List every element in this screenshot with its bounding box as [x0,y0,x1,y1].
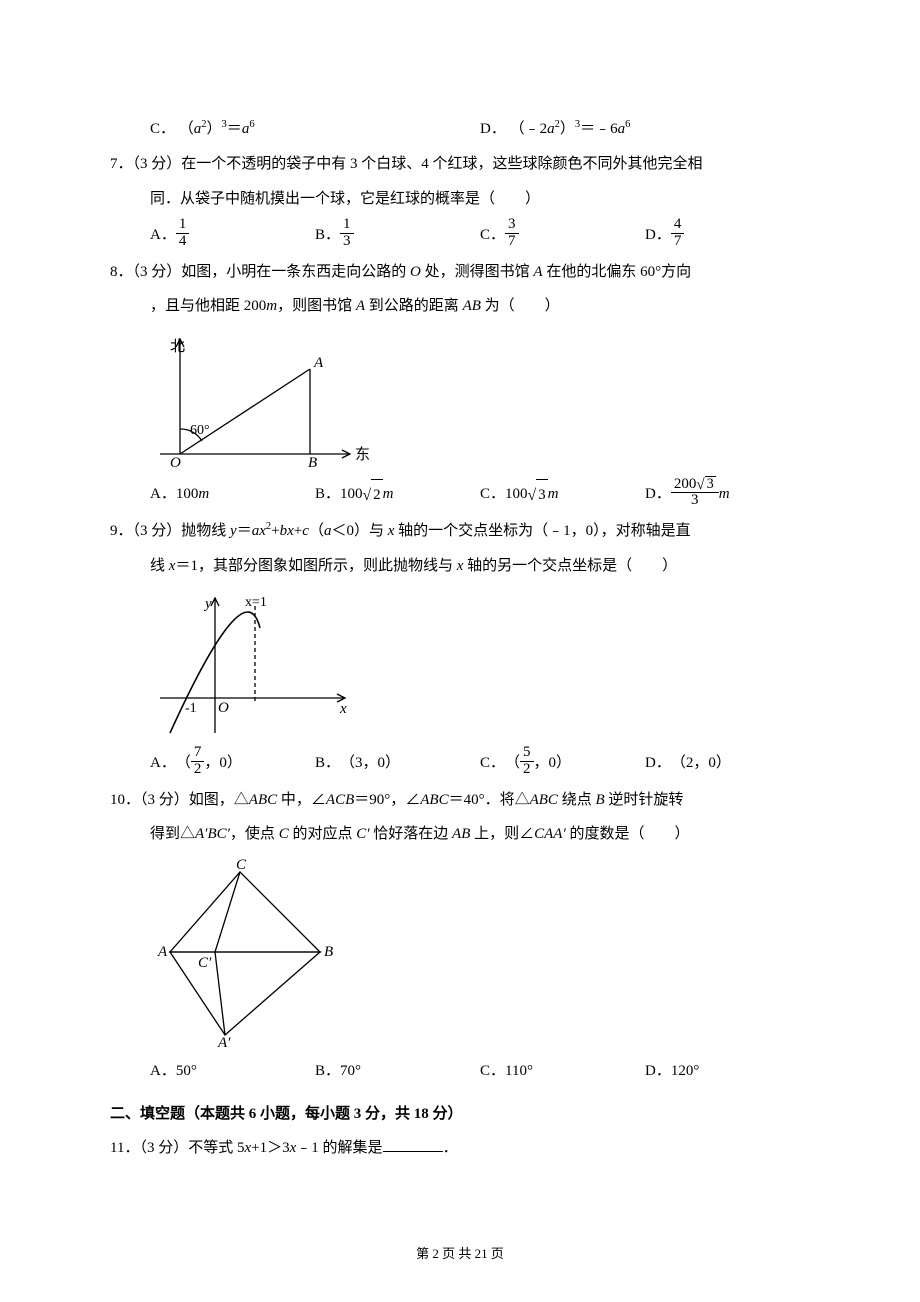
q8-fig-O: O [170,455,181,469]
q8-fig-angle: 60° [190,423,210,438]
svg-text:C′: C′ [198,955,212,971]
q7-opt-a: A． 14 [150,219,315,252]
q10-figure: A B C A′ C′ [150,857,810,1052]
q8-opt-d: D． 2003 3 m [645,478,810,512]
q9-opt-a: A．（72，0） [150,747,315,780]
q10-opt-c: C．110° [480,1056,645,1086]
q11-stem: 11．（3 分）不等式 5x+1＞3x﹣1 的解集是． [110,1134,810,1163]
q7-opt-b: B． 13 [315,219,480,252]
q8-opt-a: A．100m [150,479,315,509]
q10-options: A．50° B．70° C．110° D．120° [150,1056,810,1086]
q6-opt-c: C． （a2）3＝a6 [150,114,480,144]
q7-num: 7． [110,156,133,172]
q8-stem-1: 8．（3 分）如图，小明在一条东西走向公路的 O 处，测得图书馆 A 在他的北偏… [110,258,810,287]
q6-options-cd: C． （a2）3＝a6 D． （﹣2a2）3＝﹣6a6 [150,114,810,144]
section-2-heading: 二、填空题（本题共 6 小题，每小题 3 分，共 18 分） [110,1100,810,1129]
q10-stem-2: 得到△A′BC′，使点 C 的对应点 C′ 恰好落在边 AB 上，则∠CAA′ … [150,820,810,849]
q9-figure: y x O -1 x=1 [150,588,810,743]
q9-stem-1: 9．（3 分）抛物线 y＝ax2+bx+c（a＜0）与 x 轴的一个交点坐标为（… [110,517,810,546]
q6d-lead: D． [480,121,506,137]
svg-text:y: y [203,596,212,612]
q8-opt-b: B．1002m [315,479,480,511]
q8-fig-north: 北 [170,338,185,355]
q8-stem-2: ，且与他相距 200m，则图书馆 A 到公路的距离 AB 为（ ） [150,292,810,321]
svg-text:B: B [324,944,333,960]
q10-opt-b: B．70° [315,1056,480,1086]
q8-opt-c: C．1003m [480,479,645,511]
q8-options: A．100m B．1002m C．1003m D． 2003 3 m [150,478,810,512]
svg-text:x=1: x=1 [245,595,267,610]
q8-fig-east: 东 [355,446,370,463]
q7-opt-c: C． 37 [480,219,645,252]
q8-figure: 北 东 O A B 60° [150,329,810,474]
q9-opt-d: D．（2，0） [645,748,810,778]
svg-text:A′: A′ [217,1035,231,1047]
q6-opt-d: D． （﹣2a2）3＝﹣6a6 [480,114,810,144]
svg-text:-1: -1 [185,701,197,716]
q8-fig-A: A [313,355,324,371]
svg-text:x: x [339,701,347,717]
q7-options: A． 14 B． 13 C． 37 D． 47 [150,219,810,252]
q10-stem-1: 10．（3 分）如图，△ABC 中，∠ACB＝90°，∠ABC＝40°．将△AB… [110,786,810,815]
q9-opt-b: B．（3，0） [315,748,480,778]
q6c-lead: C． [150,121,175,137]
svg-text:A: A [157,944,168,960]
svg-text:O: O [218,700,229,716]
q10-opt-a: A．50° [150,1056,315,1086]
q7-opt-d: D． 47 [645,219,810,252]
page-footer: 第 2 页 共 21 页 [0,1243,920,1262]
q9-stem-2: 线 x＝1，其部分图象如图所示，则此抛物线与 x 轴的另一个交点坐标是（ ） [150,552,810,581]
exam-page: C． （a2）3＝a6 D． （﹣2a2）3＝﹣6a6 7．（3 分）在一个不透… [0,0,920,1302]
q10-opt-d: D．120° [645,1056,810,1086]
q9-opt-c: C．（52，0） [480,747,645,780]
svg-text:C: C [236,857,247,873]
q7-stem: 7．（3 分）在一个不透明的袋子中有 3 个白球、4 个红球，这些球除颜色不同外… [110,150,810,179]
q7-stem-2: 同．从袋子中随机摸出一个球，它是红球的概率是（ ） [150,185,810,214]
q11-blank [383,1137,443,1152]
q8-fig-B: B [308,455,317,469]
q9-options: A．（72，0） B．（3，0） C．（52，0） D．（2，0） [150,747,810,780]
